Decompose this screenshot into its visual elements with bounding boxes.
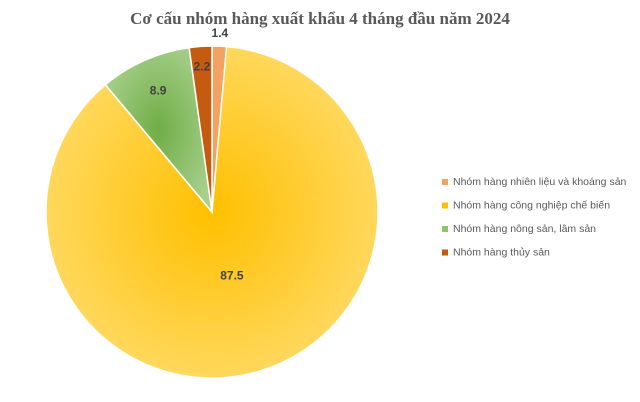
legend-swatch (442, 226, 448, 232)
pie-slice (104, 46, 214, 215)
legend-label: Nhóm hàng công nghiệp chế biến (453, 199, 610, 211)
pie-slice (188, 45, 213, 213)
legend-swatch (442, 249, 448, 256)
data-label: 87.5 (220, 268, 244, 282)
legend-label: Nhóm hàng thủy sản (453, 246, 550, 258)
legend-label: Nhóm hàng nông sản, lâm sản (453, 223, 596, 235)
data-label: 1.4 (212, 26, 229, 40)
data-label: 2.2 (194, 59, 211, 73)
legend-swatch (442, 179, 448, 185)
legend-swatch (442, 202, 448, 209)
chart-title: Cơ cấu nhóm hàng xuất khẩu 4 tháng đầu n… (130, 9, 510, 28)
data-label: 8.9 (150, 84, 167, 98)
legend-label: Nhóm hàng nhiên liệu và khoáng sản (453, 176, 627, 188)
